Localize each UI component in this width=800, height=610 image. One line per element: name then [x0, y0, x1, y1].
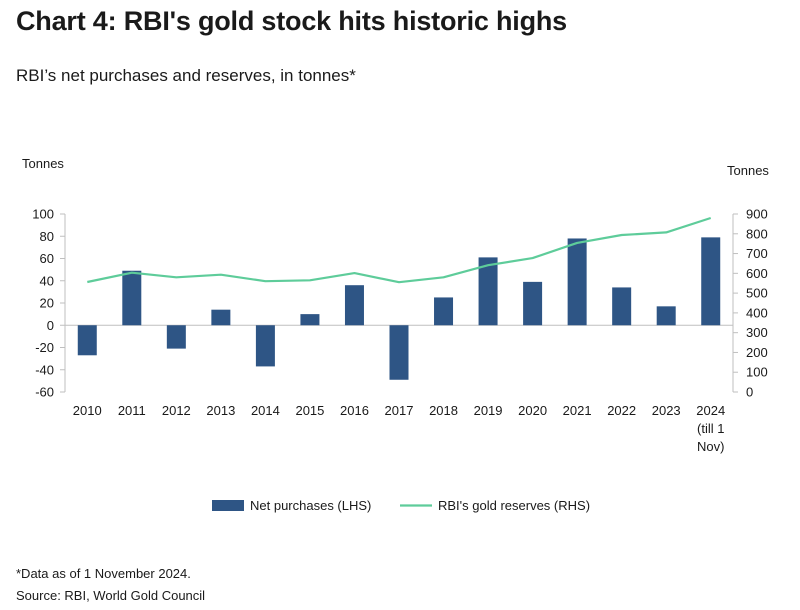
- net-purchase-bar: [612, 287, 632, 326]
- net-purchase-bar: [300, 314, 320, 326]
- x-tick-label: 2024 (till 1 Nov): [696, 403, 725, 454]
- chart-subtitle: RBI’s net purchases and reserves, in ton…: [16, 66, 356, 85]
- left-tick-label: 20: [40, 296, 54, 311]
- right-tick-label: 600: [746, 266, 768, 281]
- net-purchase-bar: [344, 285, 364, 326]
- source-note: Source: RBI, World Gold Council: [16, 588, 206, 603]
- right-tick-label: 400: [746, 305, 768, 320]
- x-tick-label: 2022: [607, 403, 636, 418]
- x-tick-label: 2017: [385, 403, 414, 418]
- legend-line-label: RBI's gold reserves (RHS): [438, 498, 590, 513]
- net-purchase-bar: [77, 325, 97, 356]
- net-purchase-bar: [122, 270, 142, 326]
- x-tick-label: 2010: [73, 403, 102, 418]
- net-purchase-bar: [478, 257, 498, 326]
- left-tick-label: 0: [47, 318, 54, 333]
- left-tick-label: 100: [32, 207, 54, 222]
- right-tick-label: 500: [746, 286, 768, 301]
- right-tick-label: 300: [746, 325, 768, 340]
- x-tick-label: 2014: [251, 403, 280, 418]
- x-tick-label: 2016: [340, 403, 369, 418]
- x-tick-label: 2019: [474, 403, 503, 418]
- x-tick-label: 2021: [563, 403, 592, 418]
- right-tick-label: 200: [746, 345, 768, 360]
- legend: Net purchases (LHS) RBI's gold reserves (…: [212, 498, 590, 513]
- x-tick-label: 2013: [206, 403, 235, 418]
- net-purchase-bar: [567, 238, 587, 326]
- left-axis-title: Tonnes: [22, 156, 64, 171]
- net-purchase-bar: [701, 237, 721, 326]
- x-tick-label: 2015: [295, 403, 324, 418]
- net-purchase-bar: [434, 297, 454, 326]
- x-tick-label: 2012: [162, 403, 191, 418]
- x-tick-label: 2020: [518, 403, 547, 418]
- right-tick-label: 100: [746, 365, 768, 380]
- right-tick-label: 0: [746, 385, 753, 400]
- right-axis-title: Tonnes: [727, 163, 769, 178]
- net-purchase-bar: [389, 325, 409, 380]
- left-tick-label: -40: [35, 362, 54, 377]
- footnote: *Data as of 1 November 2024.: [16, 566, 191, 581]
- x-tick-label: 2023: [652, 403, 681, 418]
- right-tick-label: 800: [746, 226, 768, 241]
- legend-bar-swatch: [212, 500, 244, 511]
- gold-reserves-line: [87, 216, 712, 284]
- right-tick-label: 900: [746, 207, 768, 222]
- right-tick-label: 700: [746, 246, 768, 261]
- legend-bar-label: Net purchases (LHS): [250, 498, 371, 513]
- net-purchase-bar: [166, 325, 186, 349]
- left-tick-label: 40: [40, 273, 54, 288]
- left-tick-label: -60: [35, 385, 54, 400]
- net-purchase-bar: [255, 325, 275, 367]
- chart-title: Chart 4: RBI's gold stock hits historic …: [16, 6, 567, 36]
- net-purchase-bar: [523, 281, 543, 326]
- x-tick-label: 2018: [429, 403, 458, 418]
- net-purchase-bar: [211, 309, 231, 326]
- x-tick-label: 2011: [118, 403, 146, 418]
- left-tick-label: -20: [35, 340, 54, 355]
- left-tick-label: 80: [40, 229, 54, 244]
- left-tick-label: 60: [40, 251, 54, 266]
- net-purchase-bar: [656, 306, 676, 326]
